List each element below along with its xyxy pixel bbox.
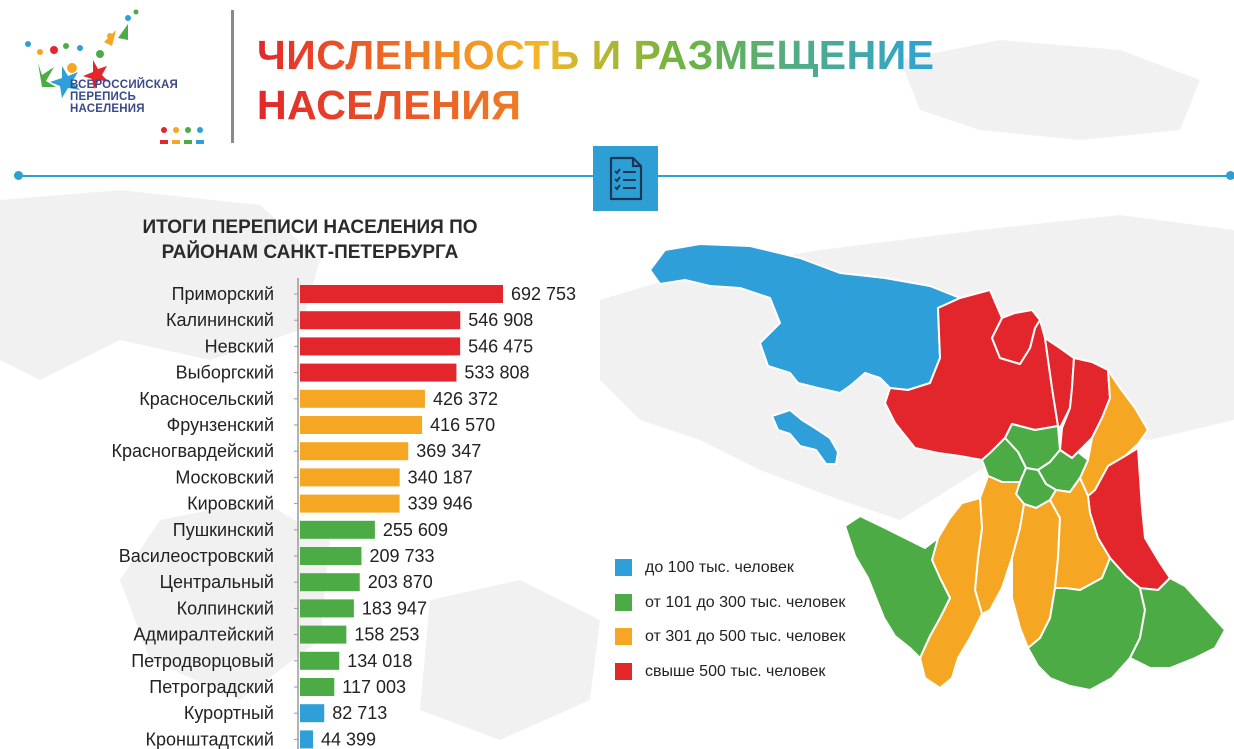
category-label: Пушкинский: [173, 520, 274, 540]
chart-title-text: ИТОГИ ПЕРЕПИСИ НАСЕЛЕНИЯ ПО РАЙОНАМ САНКТ…: [60, 215, 560, 265]
census-logo: [25, 9, 204, 144]
value-label: 546 908: [468, 310, 533, 330]
bar: [300, 494, 400, 513]
bar: [300, 442, 409, 461]
bar: [300, 547, 362, 565]
chart-title: ИТОГИ ПЕРЕПИСИ НАСЕЛЕНИЯ ПО РАЙОНАМ САНКТ…: [60, 215, 560, 265]
value-label: 426 372: [433, 389, 498, 409]
value-label: 369 347: [416, 441, 481, 461]
bar: [300, 678, 335, 696]
bar: [300, 468, 400, 487]
category-label: Фрунзенский: [167, 415, 274, 435]
bar: [300, 573, 360, 592]
value-label: 44 399: [321, 729, 376, 749]
map-district-Петродворцовый: [844, 515, 951, 659]
bar: [300, 730, 314, 749]
bar: [300, 285, 503, 303]
chart-title-line-1: ИТОГИ ПЕРЕПИСИ НАСЕЛЕНИЯ ПО: [142, 217, 478, 238]
value-label: 82 713: [332, 703, 387, 723]
map-district-Колпинский: [1129, 577, 1226, 669]
category-label: Калининский: [166, 310, 274, 330]
legend-label: до 100 тыс. человек: [645, 559, 794, 576]
map-district-Кронштадтский: [771, 409, 839, 465]
map-district-Курортный: [649, 243, 961, 394]
legend-label: от 101 до 300 тыс. человек: [645, 593, 846, 611]
logo-year: 2020: [158, 117, 189, 131]
legend-swatch-green: [615, 593, 632, 611]
value-label: 183 947: [362, 598, 427, 618]
value-label: 340 187: [408, 467, 473, 487]
legend-label: свыше 500 тыс. человек: [645, 662, 826, 680]
category-label: Колпинский: [177, 598, 274, 618]
page-title-line-2: НАСЕЛЕНИЯ: [257, 80, 935, 130]
bar: [300, 416, 423, 434]
chart-title-line-2: РАЙОНАМ САНКТ-ПЕТЕРБУРГА: [161, 242, 459, 263]
value-label: 255 609: [383, 520, 448, 540]
legend-swatch-red: [615, 662, 632, 680]
category-label: Красносельский: [139, 389, 274, 409]
legend-label: от 301 до 500 тыс. человек: [645, 628, 846, 645]
logo-figures-icon: [25, 9, 139, 98]
value-label: 533 808: [464, 363, 529, 383]
category-label: Московский: [175, 467, 274, 487]
bar: [300, 389, 425, 408]
bar: [300, 337, 461, 356]
value-label: 416 570: [430, 415, 495, 435]
category-label: Адмиралтейский: [133, 625, 274, 645]
logo-line-3: НАСЕЛЕНИЯ: [70, 103, 145, 115]
category-label: Невский: [205, 336, 274, 356]
bar: [300, 704, 325, 723]
bar: [300, 625, 347, 644]
category-label: Выборгский: [176, 363, 274, 383]
category-label: Петродворцовый: [131, 651, 274, 671]
bar: [300, 311, 461, 330]
page-title-line-1: ЧИСЛЕННОСТЬ И РАЗМЕЩЕНИЕ: [257, 32, 935, 78]
value-label: 209 733: [369, 546, 434, 566]
logo-line-1: ВСЕРОССИЙСКАЯ: [70, 79, 178, 91]
category-label: Курортный: [184, 703, 274, 723]
category-label: Красногвардейский: [111, 441, 274, 461]
bar: [300, 599, 354, 618]
document-checklist-icon: [593, 146, 658, 211]
bar: [300, 520, 375, 539]
value-label: 203 870: [368, 572, 433, 592]
legend-swatch-blue: [615, 559, 632, 576]
category-label: Петроградский: [149, 677, 274, 697]
value-label: 158 253: [354, 625, 419, 645]
category-label: Кронштадтский: [146, 729, 274, 749]
logo-line-2: ПЕРЕПИСЬ: [70, 91, 136, 103]
category-label: Центральный: [160, 572, 274, 592]
logo-2020-icon: [160, 127, 204, 144]
page-title: ЧИСЛЕННОСТЬ И РАЗМЕЩЕНИЕ НАСЕЛЕНИЯ: [257, 30, 935, 130]
category-label: Приморский: [172, 284, 274, 304]
district-map: [649, 243, 1226, 691]
category-label: Кировский: [187, 494, 274, 514]
value-label: 692 753: [511, 284, 576, 304]
bar: [300, 651, 340, 670]
legend-swatch-orange: [615, 628, 632, 645]
value-label: 117 003: [342, 677, 406, 697]
value-label: 339 946: [408, 494, 473, 514]
category-label: Василеостровский: [119, 546, 274, 566]
rule-dot-left: [14, 171, 23, 180]
bar-chart: Приморский 692 753 Калининский 546 908 Невск…: [111, 278, 576, 749]
value-label: 546 475: [468, 336, 533, 356]
value-label: 134 018: [347, 651, 412, 671]
rule-dot-right: [1226, 171, 1234, 180]
logo-text: ВСЕРОССИЙСКАЯ ПЕРЕПИСЬ НАСЕЛЕНИЯ: [70, 79, 178, 115]
header-divider: [231, 10, 234, 143]
bar: [300, 363, 457, 382]
